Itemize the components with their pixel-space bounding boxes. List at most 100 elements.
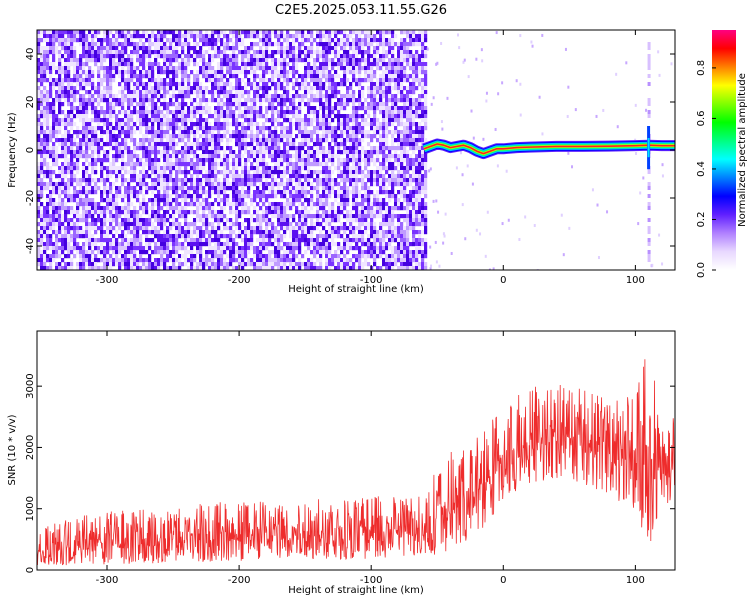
heatmap-cell: [310, 238, 314, 243]
heatmap-cell: [322, 162, 326, 167]
heatmap-cell: [55, 118, 59, 123]
heatmap-cell: [157, 158, 161, 163]
heatmap-cell: [337, 226, 341, 231]
heatmap-cell: [106, 42, 110, 47]
heatmap-cell: [61, 90, 65, 95]
heatmap-cell: [193, 38, 197, 43]
heatmap-cell: [319, 50, 323, 55]
heatmap-cell: [157, 134, 161, 139]
heatmap-cell: [238, 102, 242, 107]
heatmap-cell: [58, 214, 62, 219]
heatmap-cell: [301, 142, 305, 147]
heatmap-cell: [295, 110, 299, 115]
heatmap-cell: [142, 42, 146, 47]
heatmap-cell: [343, 70, 347, 75]
heatmap-cell: [229, 86, 233, 91]
heatmap-cell: [115, 98, 119, 103]
heatmap-cell: [265, 98, 269, 103]
heatmap-cell: [37, 62, 41, 67]
heatmap-cell: [103, 86, 107, 91]
heatmap-cell: [61, 162, 65, 167]
heatmap-cell: [349, 210, 353, 215]
heatmap-cell: [85, 262, 89, 267]
heatmap-cell: [91, 102, 95, 107]
heatmap-cell: [49, 218, 53, 223]
heatmap-cell: [130, 94, 134, 99]
heatmap-cell: [184, 118, 188, 123]
heatmap-cell: [232, 110, 236, 115]
heatmap-cell: [322, 194, 326, 199]
heatmap-cell: [55, 158, 59, 163]
heatmap-cell: [118, 206, 122, 211]
heatmap-cell: [232, 170, 236, 175]
heatmap-cell: [292, 106, 296, 111]
heatmap-cell: [181, 66, 185, 71]
heatmap-cell: [106, 238, 110, 243]
heatmap-cell: [100, 42, 104, 47]
heatmap-cell: [118, 190, 122, 195]
heatmap-cell: [181, 226, 185, 231]
heatmap-cell: [67, 130, 71, 135]
heatmap-cell: [43, 50, 47, 55]
heatmap-cell: [265, 262, 269, 267]
heatmap-cell: [250, 98, 254, 103]
heatmap-cell: [202, 206, 206, 211]
heatmap-cell: [238, 114, 242, 119]
heatmap-cell: [109, 194, 113, 199]
heatmap-cell: [109, 238, 113, 243]
heatmap-cell: [130, 102, 134, 107]
heatmap-cell: [160, 222, 164, 227]
heatmap-cell: [229, 242, 233, 247]
heatmap-cell: [211, 42, 215, 47]
heatmap-cell: [163, 266, 167, 270]
heatmap-cell: [148, 54, 152, 59]
heatmap-cell: [199, 70, 203, 75]
heatmap-cell: [259, 62, 263, 67]
heatmap-cell: [214, 118, 218, 123]
heatmap-cell: [127, 262, 131, 267]
heatmap-cell: [277, 98, 281, 103]
heatmap-cell: [160, 178, 164, 183]
heatmap-cell: [118, 262, 122, 267]
heatmap-cell: [58, 166, 62, 171]
heatmap-cell: [76, 190, 80, 195]
heatmap-cell: [106, 166, 110, 171]
heatmap-cell: [310, 94, 314, 99]
heatmap-cell: [343, 142, 347, 147]
heatmap-cell: [346, 122, 350, 127]
heatmap-cell: [193, 182, 197, 187]
heatmap-cell: [88, 210, 92, 215]
heatmap-cell: [100, 206, 104, 211]
heatmap-cell: [304, 74, 308, 79]
heatmap-cell: [277, 74, 281, 79]
heatmap-cell: [175, 186, 179, 191]
heatmap-cell: [238, 226, 242, 231]
heatmap-cell: [238, 150, 242, 155]
heatmap-cell: [106, 170, 110, 175]
heatmap-cell: [340, 138, 344, 143]
heatmap-cell: [178, 102, 182, 107]
heatmap-cell: [100, 230, 104, 235]
heatmap-cell: [253, 158, 257, 163]
heatmap-cell: [181, 262, 185, 267]
heatmap-cell: [169, 250, 173, 255]
heatmap-cell: [157, 122, 161, 127]
heatmap-cell: [253, 98, 257, 103]
heatmap-cell: [109, 242, 113, 247]
heatmap-cell: [166, 38, 170, 43]
heatmap-cell: [232, 182, 236, 187]
heatmap-cell: [115, 46, 119, 51]
heatmap-cell: [94, 190, 98, 195]
heatmap-cell: [181, 126, 185, 131]
heatmap-cell: [136, 258, 140, 263]
heatmap-cell: [307, 230, 311, 235]
heatmap-cell: [220, 106, 224, 111]
heatmap-cell: [85, 50, 89, 55]
heatmap-cell: [175, 234, 179, 239]
heatmap-cell: [262, 146, 266, 151]
heatmap-cell: [220, 186, 224, 191]
heatmap-cell: [112, 258, 116, 263]
heatmap-cell: [268, 146, 272, 151]
heatmap-cell: [328, 74, 332, 79]
heatmap-cell: [121, 110, 125, 115]
